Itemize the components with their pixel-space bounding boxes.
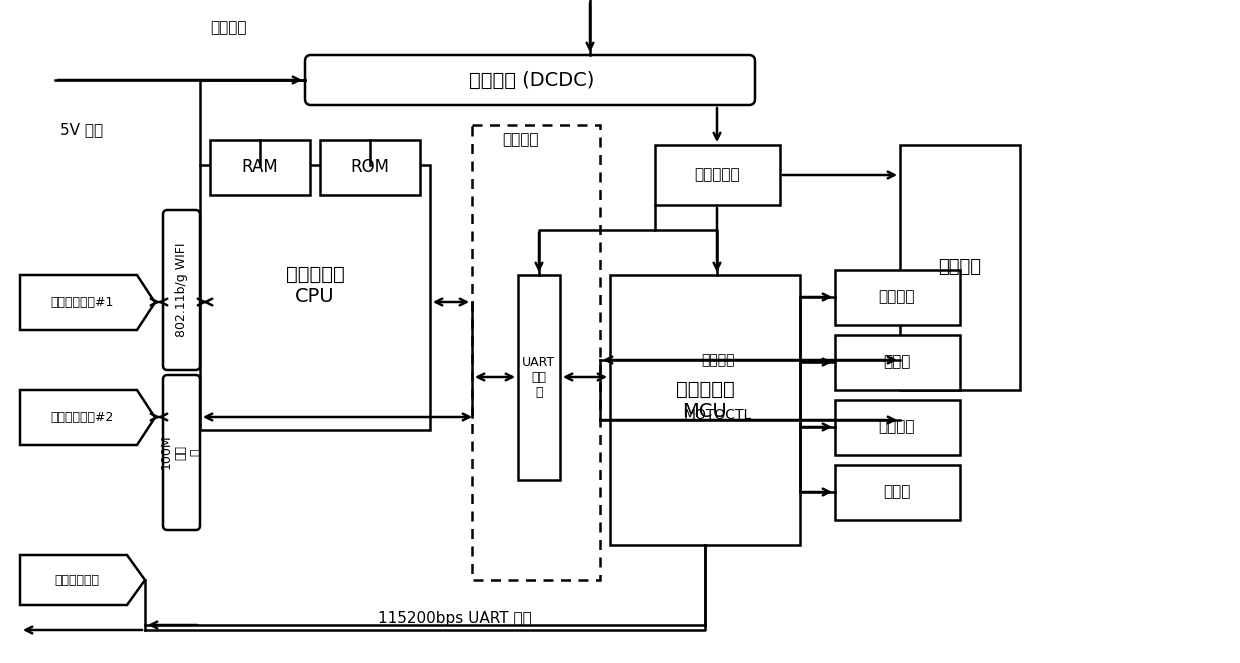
Text: 高速信号接口#2: 高速信号接口#2: [51, 410, 114, 424]
Bar: [835, 270, 960, 325]
Text: 电源管理 (DCDC): 电源管理 (DCDC): [469, 70, 595, 90]
Bar: [835, 335, 960, 390]
Text: 高速信号接口#1: 高速信号接口#1: [51, 296, 114, 308]
FancyBboxPatch shape: [162, 210, 200, 370]
Bar: [900, 145, 1021, 390]
Bar: [835, 465, 960, 520]
Text: 气压计: 气压计: [883, 485, 910, 499]
Text: 内部总线: 内部总线: [502, 133, 538, 147]
Text: 加速度计: 加速度计: [879, 420, 915, 434]
Bar: [835, 400, 960, 455]
FancyBboxPatch shape: [305, 55, 755, 105]
Text: 控制信号接口: 控制信号接口: [55, 573, 99, 587]
Text: 传感器供电: 传感器供电: [694, 168, 740, 182]
Polygon shape: [20, 555, 145, 605]
Text: 5V 供电: 5V 供电: [60, 123, 103, 137]
Bar: [200, 165, 430, 430]
Text: 供电控制: 供电控制: [210, 21, 247, 36]
Bar: [610, 275, 800, 545]
Text: 115200bps UART 串口: 115200bps UART 串口: [378, 611, 532, 625]
Text: 激光雷达: 激光雷达: [939, 258, 982, 276]
Bar: [655, 145, 780, 205]
Text: 电子罗盘: 电子罗盘: [879, 290, 915, 304]
Bar: [320, 140, 420, 195]
Text: 主运算单元
CPU: 主运算单元 CPU: [285, 265, 345, 306]
Bar: [518, 275, 560, 480]
Polygon shape: [20, 390, 155, 445]
Text: 从运算单元
MCU: 从运算单元 MCU: [676, 379, 734, 420]
Text: 通讯接口: 通讯接口: [702, 353, 735, 367]
Text: 陀螺仪: 陀螺仪: [883, 355, 910, 369]
Text: 100M
以太
网: 100M 以太 网: [160, 435, 202, 469]
Text: MOTOCTL: MOTOCTL: [684, 408, 753, 422]
Text: RAM: RAM: [242, 158, 278, 176]
Text: ROM: ROM: [351, 158, 389, 176]
Text: UART
适配
器: UART 适配 器: [522, 355, 556, 398]
Polygon shape: [20, 275, 155, 330]
Text: 802.11b/g WIFI: 802.11b/g WIFI: [175, 243, 187, 337]
FancyBboxPatch shape: [162, 375, 200, 530]
Bar: [210, 140, 310, 195]
Bar: [472, 125, 600, 580]
